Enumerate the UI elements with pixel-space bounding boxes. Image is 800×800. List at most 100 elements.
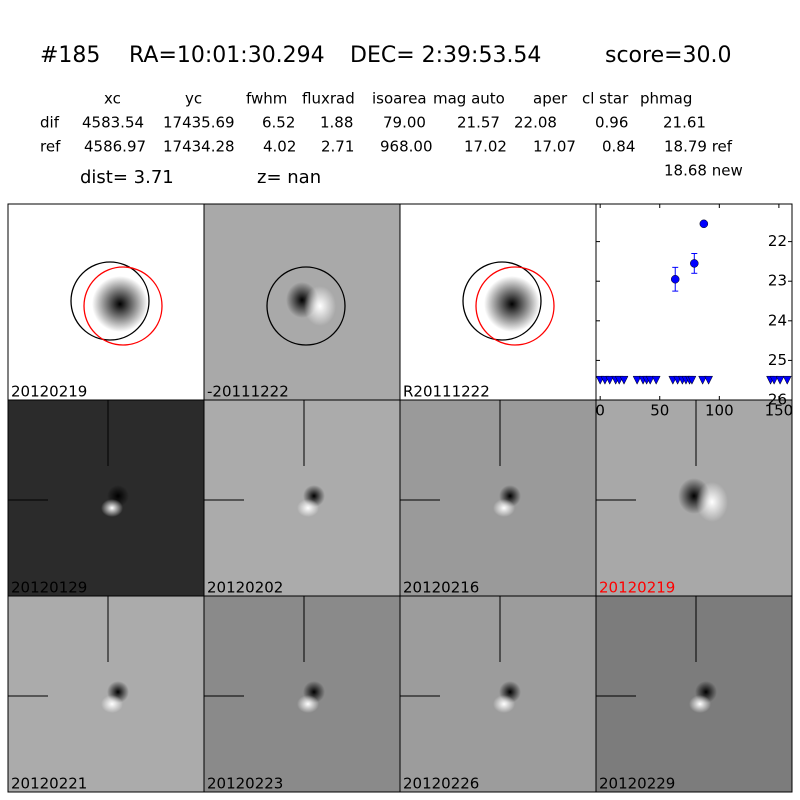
table-cell: 17435.69 (163, 114, 235, 132)
y-tick-label: 24 (768, 311, 787, 329)
upper-limit-marker (775, 375, 785, 385)
image-stamp: -20111222 (203, 203, 401, 401)
stamp-background (203, 399, 401, 597)
table-cell: 18.79 ref (664, 138, 733, 156)
stamp-background (595, 595, 793, 793)
upper-limit-marker (632, 375, 642, 385)
stamp-label: 20120221 (11, 775, 87, 793)
table-cell: 22.08 (514, 114, 557, 132)
image-stamp: 20120229 (595, 595, 793, 793)
image-stamp: 20120219 (7, 203, 205, 401)
image-stamp: 20120226 (399, 595, 597, 793)
x-tick-label: 50 (650, 402, 669, 420)
dipole-light (696, 482, 728, 522)
aperture-circle (462, 261, 542, 341)
upper-limit-marker (698, 375, 708, 385)
column-header: fluxrad (302, 90, 355, 108)
upper-limit-marker (704, 375, 714, 385)
stamp-label: 20120219 (599, 579, 675, 597)
upper-limit-marker (782, 375, 792, 385)
stamp-background (399, 595, 597, 793)
column-header: fwhm (246, 90, 287, 108)
aperture-circle (70, 261, 150, 341)
dipole-light (304, 286, 336, 326)
table-cell: 2.71 (321, 138, 354, 156)
upper-limit-marker (619, 375, 629, 385)
image-stamp: 20120223 (203, 595, 401, 793)
dipole-light (101, 695, 123, 713)
table-cell: 0.96 (595, 114, 628, 132)
dipole-light (101, 499, 123, 517)
column-header: isoarea (372, 90, 427, 108)
column-header: cl star (582, 90, 629, 108)
dipole-light (689, 695, 711, 713)
stamp-background (7, 399, 205, 597)
upper-limit-marker (687, 375, 697, 385)
source-blob (484, 276, 540, 332)
row-label: ref (40, 138, 61, 156)
y-tick-label: 22 (768, 232, 787, 250)
column-header: xc (104, 90, 121, 108)
score: score=30.0 (605, 43, 732, 68)
dipole-light (493, 499, 515, 517)
x-tick-label: 0 (595, 402, 605, 420)
upper-limit-marker (605, 375, 615, 385)
column-header: phmag (640, 90, 692, 108)
source-blob (92, 276, 148, 332)
table-cell: 79.00 (383, 114, 426, 132)
table-cell: 4583.54 (82, 114, 144, 132)
column-header: aper (533, 90, 568, 108)
stamp-label: 20120129 (11, 579, 87, 597)
table-cell: 0.84 (602, 138, 635, 156)
dipole-light (297, 695, 319, 713)
object-id: #185 (40, 43, 100, 68)
plot-frame (595, 203, 793, 401)
dist: dist= 3.71 (80, 167, 174, 188)
table-cell: 17.02 (464, 138, 507, 156)
x-tick-label: 100 (705, 402, 734, 420)
aperture-circle (475, 266, 555, 346)
stamp-label: R20111222 (403, 383, 490, 401)
column-header: mag auto (433, 90, 505, 108)
column-header: yc (185, 90, 202, 108)
stamp-label: 20120229 (599, 775, 675, 793)
image-stamp: 20120202 (203, 399, 401, 597)
stamp-label: 20120226 (403, 775, 479, 793)
upper-limit-marker (651, 375, 661, 385)
table-note: 18.68 new (664, 162, 743, 180)
stamp-label: 20120219 (11, 383, 87, 401)
row-label: dif (40, 114, 60, 132)
table-cell: 4586.97 (84, 138, 146, 156)
y-tick-label: 25 (768, 351, 787, 369)
table-cell: 4.02 (263, 138, 296, 156)
table-cell: 1.88 (320, 114, 353, 132)
table-cell: 6.52 (262, 114, 295, 132)
y-tick-label: 23 (768, 272, 787, 290)
dec: DEC= 2:39:53.54 (350, 43, 541, 68)
image-stamp: 20120216 (399, 399, 597, 597)
dipole-light (493, 695, 515, 713)
image-stamp: 20120221 (7, 595, 205, 793)
stamp-label: 20120216 (403, 579, 479, 597)
aperture-circle (83, 266, 163, 346)
dipole-light (297, 499, 319, 517)
redshift: z= nan (257, 167, 321, 188)
stamp-label: 20120202 (207, 579, 283, 597)
stamp-background (7, 595, 205, 793)
stamp-background (203, 595, 401, 793)
table-cell: 17434.28 (163, 138, 235, 156)
image-stamp: 20120129 (7, 399, 205, 597)
detection-marker (699, 219, 709, 229)
x-tick-label: 150 (765, 402, 794, 420)
detection-marker (690, 259, 699, 268)
image-stamp: 20120219 (595, 399, 793, 597)
table-cell: 17.07 (533, 138, 576, 156)
table-cell: 21.57 (457, 114, 500, 132)
detection-marker (670, 274, 680, 284)
stamp-label: 20120223 (207, 775, 283, 793)
image-stamp: R20111222 (399, 203, 597, 401)
table-cell: 21.61 (663, 114, 706, 132)
table-cell: 968.00 (380, 138, 433, 156)
stamp-background (399, 399, 597, 597)
